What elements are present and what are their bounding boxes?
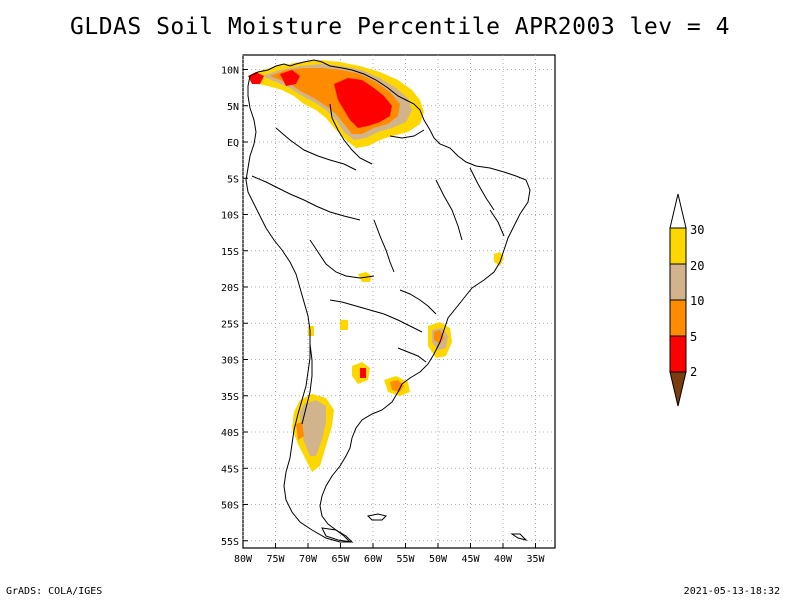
lon-label: 80W	[234, 554, 253, 565]
lat-label: 45S	[221, 464, 239, 475]
border-6	[373, 219, 395, 273]
colorbar-top-triangle	[669, 193, 687, 229]
colorbar-label-30: 30	[690, 223, 704, 237]
colorbar-label-20: 20	[690, 259, 704, 273]
footer-timestamp: 2021-05-13-18:32	[683, 586, 780, 597]
shade-east-yellow	[494, 252, 504, 266]
shade-ba-orange	[390, 380, 404, 392]
lon-label: 50W	[429, 554, 448, 565]
lon-labels: 80W 75W 70W 65W 60W 55W 50W 45W 40W 35W	[234, 554, 546, 565]
map-title: GLDAS Soil Moisture Percentile APR2003 l…	[70, 14, 730, 40]
falklands	[366, 513, 387, 521]
border-10	[399, 289, 437, 315]
border-2	[329, 103, 373, 165]
continent-outline	[245, 59, 531, 543]
lat-label: 30S	[221, 356, 239, 367]
colorbar-band-20-30	[669, 227, 687, 265]
lon-label: 70W	[299, 554, 318, 565]
shade-north-red-2	[280, 70, 300, 86]
shade-patagonia-tan	[300, 400, 326, 456]
axis-ticks	[242, 69, 536, 548]
border-3	[389, 129, 425, 139]
shade-west-yellow-2	[340, 320, 348, 330]
lon-label: 35W	[526, 554, 545, 565]
lat-labels: 10N 5N EQ 5S 10S 15S 20S 25S 30S 35S 40S 45S 50S 55S	[221, 66, 239, 548]
tierra-del-fuego	[321, 527, 354, 543]
lat-label: 25S	[221, 319, 239, 330]
footer-credit: GrADS: COLA/IGES	[6, 586, 103, 597]
lon-label: 60W	[364, 554, 383, 565]
lat-label: 15S	[221, 247, 239, 258]
border-11	[435, 179, 463, 241]
border-4	[251, 175, 361, 221]
shade-patagonia-orange	[296, 422, 304, 440]
border-9	[397, 347, 427, 363]
shade-cba-red	[360, 368, 366, 378]
lon-label: 45W	[461, 554, 480, 565]
colorbar-bottom-triangle	[669, 371, 687, 407]
lat-label: 40S	[221, 428, 239, 439]
lon-label: 40W	[494, 554, 513, 565]
colorbar-band-5-10	[669, 299, 687, 337]
lat-label: 20S	[221, 283, 239, 294]
colorbar-band-10-20	[669, 263, 687, 301]
border-1	[275, 127, 357, 171]
shade-west-yellow	[308, 326, 314, 336]
border-13	[489, 209, 505, 237]
lat-label: 10N	[221, 66, 239, 77]
lat-label: 10S	[221, 211, 239, 222]
shade-north-red	[334, 78, 392, 128]
lon-label: 75W	[266, 554, 285, 565]
border-5	[309, 239, 375, 279]
colorbar: 30 20 10 5 2	[669, 193, 704, 407]
colorbar-label-2: 2	[690, 365, 697, 379]
border-12	[469, 167, 495, 211]
lon-label: 65W	[331, 554, 350, 565]
colorbar-band-2-5	[669, 335, 687, 373]
lat-label: 35S	[221, 392, 239, 403]
lat-label: EQ	[227, 138, 239, 149]
lat-label: 5S	[227, 174, 239, 185]
lat-label: 5N	[227, 102, 239, 113]
lon-label: 55W	[396, 554, 415, 565]
south-georgia	[510, 533, 528, 541]
shade-sbrazil-orange	[434, 330, 444, 344]
colorbar-label-5: 5	[690, 330, 697, 344]
coastlines	[245, 59, 531, 543]
lat-label: 55S	[221, 537, 239, 548]
border-7	[329, 299, 423, 333]
lat-label: 50S	[221, 501, 239, 512]
shaded-data	[248, 60, 504, 472]
border-8	[301, 343, 313, 425]
colorbar-label-10: 10	[690, 294, 704, 308]
